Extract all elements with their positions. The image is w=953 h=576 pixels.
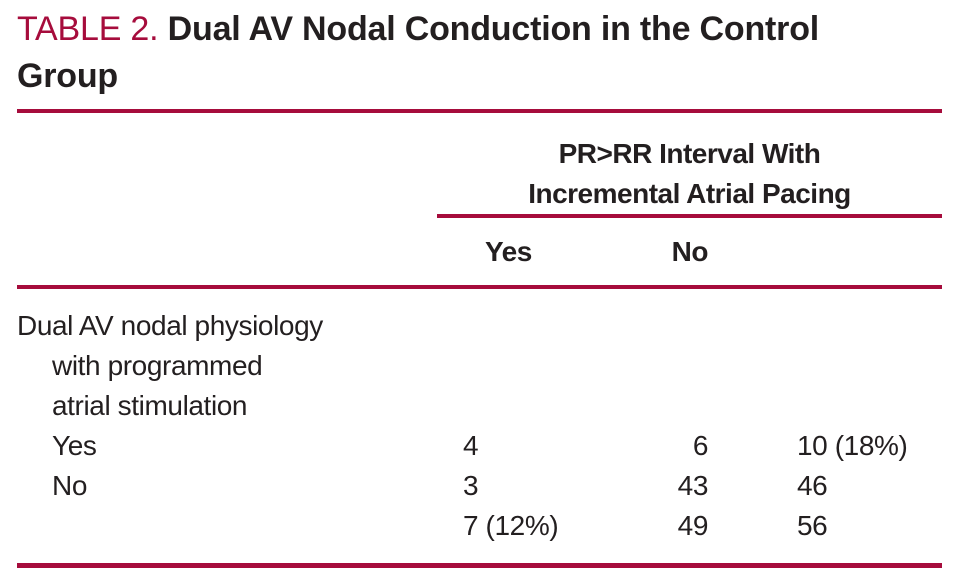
no-cell — [585, 346, 708, 386]
top-rule — [17, 109, 942, 113]
row-label: No — [52, 470, 87, 501]
yes-cell — [437, 306, 585, 346]
table-row: Dual AV nodal physiology — [17, 306, 942, 346]
no-cell: 49 — [677, 510, 709, 541]
total-cell: 56 — [797, 510, 828, 541]
yes-cell: 7 (12%) — [463, 510, 559, 541]
row-label: with programmed — [52, 350, 263, 381]
no-cell: 6 — [692, 430, 709, 461]
total-cell — [708, 386, 942, 426]
total-cell — [708, 346, 942, 386]
bottom-rule — [17, 563, 942, 568]
row-label: atrial stimulation — [52, 390, 248, 421]
spanner-header: PR>RR Interval With Incremental Atrial P… — [437, 113, 942, 218]
table-body: Dual AV nodal physiology with programmed… — [17, 289, 942, 546]
column-header-row: Yes No — [17, 218, 942, 285]
spanner-header-row: PR>RR Interval With Incremental Atrial P… — [17, 113, 942, 218]
row-label: Dual AV nodal physiology — [17, 310, 323, 341]
no-cell: 43 — [677, 470, 709, 501]
row-label — [17, 506, 437, 546]
table-row: No 3 43 46 — [17, 466, 942, 506]
table-row: atrial stimulation — [17, 386, 942, 426]
total-cell — [708, 306, 942, 346]
yes-cell: 4 — [463, 430, 479, 461]
no-cell — [585, 306, 708, 346]
table-row: Yes 4 6 10 (18%) — [17, 426, 942, 466]
yes-cell: 3 — [463, 470, 479, 501]
header-rule — [17, 285, 942, 289]
spanner-line-2: Incremental Atrial Pacing — [528, 178, 851, 209]
spanner-rule — [437, 214, 942, 218]
table-row: with programmed — [17, 346, 942, 386]
spanner-line-1: PR>RR Interval With — [558, 138, 821, 169]
table-title: TABLE 2. Dual AV Nodal Conduction in the… — [17, 6, 897, 100]
no-cell — [585, 386, 708, 426]
yes-cell — [437, 346, 585, 386]
column-header-no: No — [671, 236, 709, 267]
table-title-text: Dual AV Nodal Conduction in the Control … — [17, 10, 820, 95]
table-row: 7 (12%) 49 56 — [17, 506, 942, 546]
row-label: Yes — [52, 430, 97, 461]
column-header-yes: Yes — [485, 236, 532, 267]
total-cell: 10 (18%) — [797, 430, 908, 461]
total-cell: 46 — [797, 470, 828, 501]
table-number-label: TABLE 2. — [17, 10, 159, 48]
yes-cell — [437, 386, 585, 426]
